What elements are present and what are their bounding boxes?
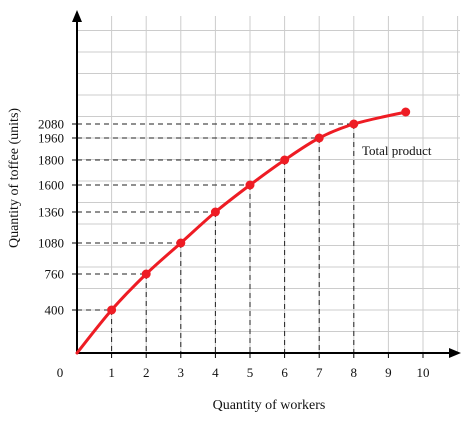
x-tick-label: 9 bbox=[385, 365, 392, 380]
x-tick-label: 8 bbox=[351, 365, 358, 380]
x-axis-title: Quantity of workers bbox=[213, 398, 326, 413]
y-tick-label: 1600 bbox=[38, 178, 64, 193]
y-tick-label: 760 bbox=[45, 267, 65, 282]
x-tick-labels: 1 2 3 4 5 6 7 8 9 10 bbox=[108, 365, 429, 380]
x-tick-label: 2 bbox=[143, 365, 150, 380]
x-axis-arrow bbox=[449, 348, 461, 358]
y-tick-label: 400 bbox=[45, 303, 65, 318]
y-tick-label: 1960 bbox=[38, 131, 64, 146]
data-point bbox=[210, 207, 220, 217]
dashed-guides bbox=[77, 123, 355, 353]
data-point bbox=[141, 269, 151, 279]
series-total-product bbox=[75, 110, 408, 355]
x-tick-label: 3 bbox=[178, 365, 185, 380]
y-tick-label: 2080 bbox=[38, 117, 64, 132]
total-product-curve bbox=[75, 110, 408, 355]
data-point bbox=[314, 133, 324, 143]
x-tick-label: 6 bbox=[281, 365, 288, 380]
data-points bbox=[107, 107, 411, 315]
y-tick-label: 1800 bbox=[38, 153, 64, 168]
series-label: Total product bbox=[362, 143, 432, 158]
y-tick-label: 1080 bbox=[38, 236, 64, 251]
data-point bbox=[245, 180, 255, 190]
data-point bbox=[107, 305, 117, 315]
data-point bbox=[280, 155, 290, 165]
y-tick-label: 1360 bbox=[38, 205, 64, 220]
data-point bbox=[401, 107, 411, 117]
data-point bbox=[176, 238, 186, 248]
data-point bbox=[349, 119, 359, 129]
y-axis-title: Quantity of toffee (units) bbox=[7, 108, 22, 248]
x-tick-label: 1 bbox=[108, 365, 115, 380]
y-axis-arrow bbox=[72, 10, 82, 22]
x-tick-label: 4 bbox=[212, 365, 219, 380]
x-tick-label: 5 bbox=[247, 365, 254, 380]
grid bbox=[77, 16, 460, 353]
axes bbox=[72, 10, 461, 358]
origin-label: 0 bbox=[57, 365, 64, 380]
x-tick-label: 10 bbox=[417, 365, 430, 380]
x-tick-label: 7 bbox=[316, 365, 323, 380]
